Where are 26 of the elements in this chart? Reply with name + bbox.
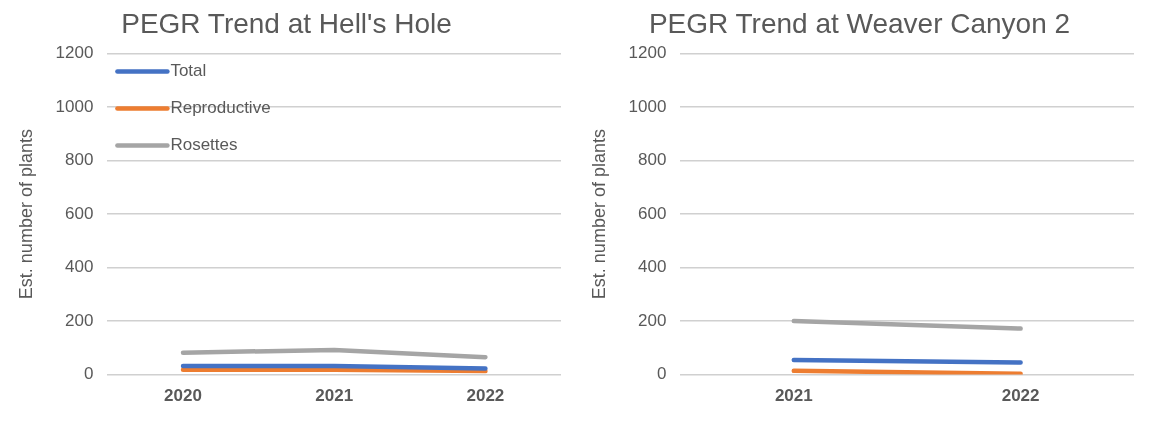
chart-title: PEGR Trend at Hell's Hole <box>121 7 452 39</box>
y-tick-label: 400 <box>65 257 94 277</box>
y-tick-label: 1200 <box>55 43 94 63</box>
y-tick-label: 600 <box>65 203 94 223</box>
y-tick-label: 600 <box>638 203 667 223</box>
y-tick-label: 400 <box>638 257 667 277</box>
legend-label: Rosettes <box>170 135 238 155</box>
y-tick-label: 200 <box>638 310 667 330</box>
x-tick-label: 2021 <box>774 386 813 406</box>
y-axis-title: Est. number of plants <box>15 129 36 300</box>
y-tick-label: 1000 <box>628 96 667 116</box>
y-tick-label: 1200 <box>628 43 667 63</box>
y-tick-label: 800 <box>65 150 94 170</box>
y-tick-label: 0 <box>656 364 667 384</box>
y-tick-label: 800 <box>638 150 667 170</box>
legend-label: Reproductive <box>170 98 271 118</box>
x-tick-label: 2020 <box>164 386 202 406</box>
x-tick-label: 2022 <box>466 386 505 406</box>
x-tick-label: 2022 <box>1001 386 1040 406</box>
legend-label: Total <box>170 61 207 81</box>
chart-title: PEGR Trend at Weaver Canyon 2 <box>648 7 1071 39</box>
y-tick-label: 200 <box>65 310 94 330</box>
y-tick-label: 0 <box>83 364 94 384</box>
x-tick-label: 2021 <box>315 386 354 406</box>
y-axis-title: Est. number of plants <box>588 129 609 300</box>
y-tick-label: 1000 <box>55 96 94 116</box>
